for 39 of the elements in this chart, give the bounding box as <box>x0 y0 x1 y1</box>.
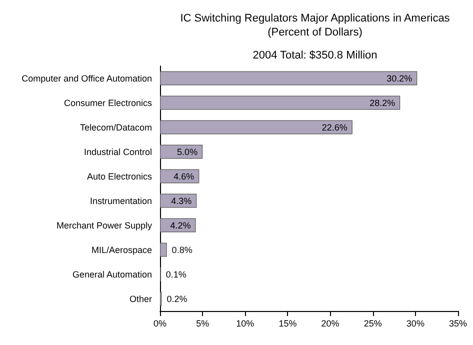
data-label: 22.6% <box>322 122 348 132</box>
y-tick-label: MIL/Aerospace <box>91 244 152 255</box>
x-tick-label: 15% <box>278 318 297 328</box>
y-tick-label: General Automation <box>72 269 152 280</box>
x-tick-label: 35% <box>448 318 468 328</box>
y-tick-label: Instrumentation <box>90 196 152 206</box>
bar <box>160 169 200 184</box>
y-tick-label: Auto Electronics <box>86 171 152 182</box>
chart-title: IC Switching Regulators Major Applications in Americas <box>180 12 450 24</box>
y-tick-label: Computer and Office Automation <box>22 73 152 84</box>
bar <box>160 144 203 159</box>
y-tick-label: Other <box>129 294 152 304</box>
bar <box>160 96 400 110</box>
data-label: 0.8% <box>172 244 192 255</box>
y-tick-label: Industrial Control <box>84 146 152 157</box>
chart-subtitle: (Percent of Dollars) <box>268 26 362 38</box>
data-label: 30.2% <box>386 73 412 84</box>
x-tick-label: 5% <box>196 318 210 328</box>
x-tick-label: 0% <box>153 318 167 328</box>
x-tick-label: 20% <box>321 318 340 328</box>
x-tick-label: 25% <box>364 318 382 328</box>
bar <box>160 218 196 232</box>
data-label: 0.2% <box>166 294 188 304</box>
data-label: 0.1% <box>166 269 186 280</box>
y-tick-label: Consumer Electronics <box>64 98 152 108</box>
x-tick-label: 10% <box>236 318 254 328</box>
bar <box>160 242 167 257</box>
bar <box>160 120 352 134</box>
data-label: 28.2% <box>370 98 396 108</box>
y-tick-label: Merchant Power Supply <box>56 220 152 230</box>
x-tick-label: 30% <box>406 318 424 328</box>
data-label: 4.6% <box>174 171 194 182</box>
data-label: 4.2% <box>170 220 191 230</box>
text: 2004 Total: $350.8 Million <box>252 50 378 62</box>
data-label: 5.0% <box>177 146 198 157</box>
y-tick-label: Telecom/Datacom <box>80 122 152 132</box>
data-label: 4.3% <box>171 196 192 206</box>
bar <box>160 71 418 86</box>
bar <box>160 194 197 208</box>
